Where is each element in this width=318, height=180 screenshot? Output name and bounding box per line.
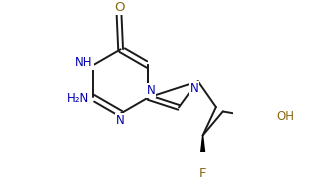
Text: N: N [115,114,124,127]
Text: H₂N: H₂N [66,92,89,105]
Text: NH: NH [75,57,93,69]
Text: OH: OH [276,110,294,123]
Text: N: N [190,82,198,95]
Text: O: O [114,1,124,14]
Text: N: N [147,84,155,97]
Polygon shape [199,136,206,166]
Text: F: F [199,167,207,180]
